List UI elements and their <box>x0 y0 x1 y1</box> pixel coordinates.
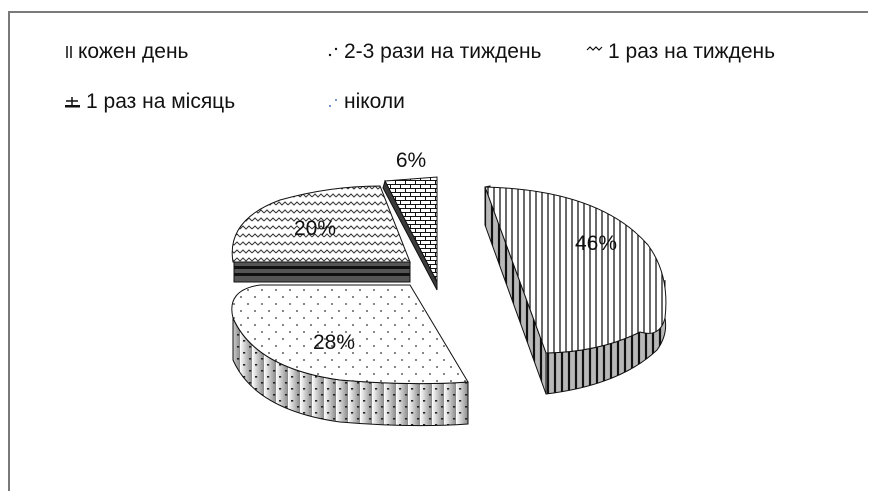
chart-frame <box>8 11 868 491</box>
pie-slice-nikoly <box>382 176 438 291</box>
pie-slice-kozhen-den <box>484 185 667 395</box>
legend-label: 2-3 рази на тиждень <box>344 40 542 63</box>
legend-item-2-3-razy: 2-3 рази на тиждень <box>326 40 541 64</box>
legend-label: 1 раз на місяць <box>86 90 236 113</box>
data-label-46: 46% <box>575 232 617 255</box>
legend-item-1-raz-misiats: 1 раз на місяць <box>64 90 235 114</box>
data-label-20: 20% <box>294 217 336 240</box>
legend-swatch-bricks <box>329 99 337 107</box>
legend-label: кожен день <box>78 40 189 63</box>
legend-item-1-raz-tyzhden: 1 раз на тиждень <box>586 40 775 64</box>
pie-slice-2-3-razy <box>231 284 469 427</box>
legend-label: ніколи <box>344 90 405 113</box>
legend-swatch-solid-dark <box>65 97 80 108</box>
data-label-28: 28% <box>313 331 355 354</box>
legend-swatch-zigzag <box>586 46 603 51</box>
pie-slice-1-raz-tyzhden <box>231 185 411 283</box>
data-label-6: 6% <box>396 149 426 172</box>
legend-item-kozhen-den: кожен день <box>64 40 189 64</box>
legend-item-nikoly: ніколи <box>326 90 405 114</box>
legend-label: 1 раз на тиждень <box>608 40 776 63</box>
legend-swatch-dots <box>328 47 338 57</box>
legend-swatch-vertical-lines <box>66 46 72 58</box>
chart-legend: кожен день 2-3 рази на тиждень 1 раз на … <box>0 0 871 140</box>
